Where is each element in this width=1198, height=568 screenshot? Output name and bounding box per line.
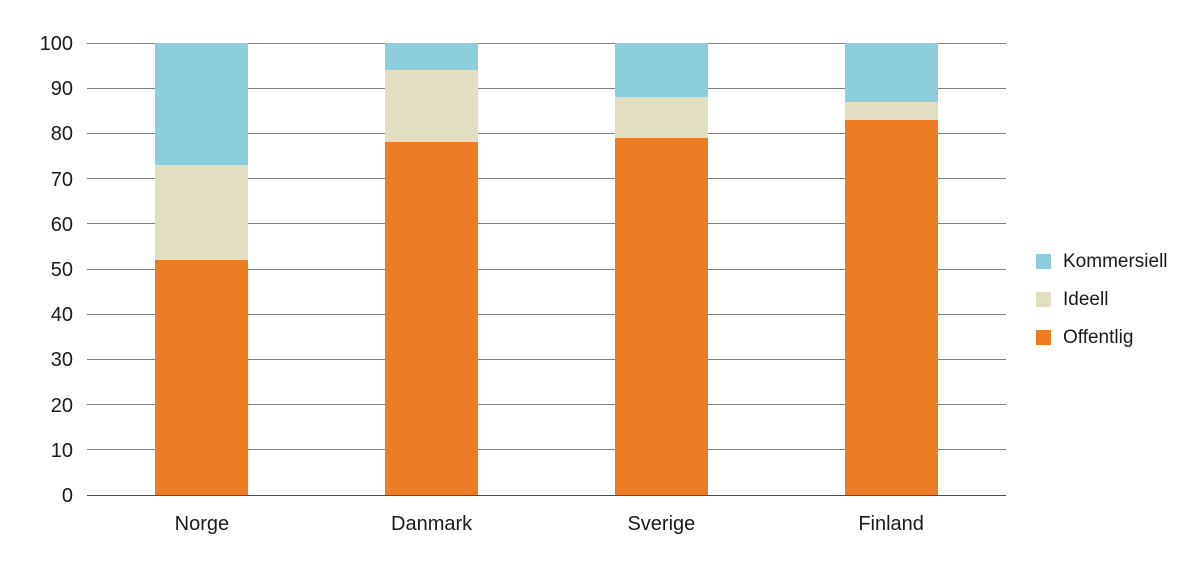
x-category-label-finland: Finland	[858, 513, 924, 535]
x-category-label-norge: Norge	[174, 513, 230, 535]
x-axis-baseline	[87, 494, 1006, 496]
bar-segment-ideell-finland	[844, 101, 938, 120]
y-tick-label-60: 60	[50, 213, 73, 236]
gridline-70	[87, 178, 1006, 180]
legend-label-offentlig: Offentlig	[1063, 327, 1134, 348]
legend-label-kommersiell: Kommersiell	[1063, 251, 1168, 272]
gridline-90	[87, 87, 1006, 89]
legend-swatch-kommersiell	[1036, 254, 1051, 269]
legend-item-kommersiell: Kommersiell	[1036, 252, 1168, 271]
bar-segment-kommersiell-sverige	[614, 43, 708, 98]
gridline-10	[87, 449, 1006, 451]
legend-item-ideell: Ideell	[1036, 290, 1108, 309]
gridline-100	[87, 42, 1006, 44]
legend-swatch-offentlig	[1036, 330, 1051, 345]
gridline-60	[87, 223, 1006, 225]
gridline-20	[87, 404, 1006, 406]
x-category-label-danmark: Danmark	[391, 513, 473, 535]
y-tick-label-70: 70	[50, 168, 73, 191]
y-tick-label-50: 50	[50, 259, 73, 281]
legend-item-offentlig: Offentlig	[1036, 328, 1133, 347]
y-tick-label-40: 40	[50, 304, 73, 327]
y-tick-label-0: 0	[61, 485, 73, 507]
y-tick-label-80: 80	[50, 123, 73, 146]
bar-segment-offentlig-norge	[155, 259, 249, 495]
y-tick-label-90: 90	[50, 78, 73, 101]
gridline-40	[87, 313, 1006, 315]
y-tick-label-30: 30	[50, 349, 73, 372]
bar-segment-offentlig-danmark	[385, 142, 479, 495]
y-tick-label-20: 20	[50, 394, 73, 417]
bar-segment-kommersiell-finland	[844, 43, 938, 102]
bar-segment-ideell-danmark	[385, 70, 479, 143]
legend-label-ideell: Ideell	[1063, 289, 1109, 310]
bar-segment-kommersiell-norge	[155, 43, 249, 166]
bar-segment-ideell-sverige	[614, 97, 708, 138]
legend-swatch-ideell	[1036, 292, 1051, 307]
bar-segment-offentlig-finland	[844, 119, 938, 495]
y-tick-label-10: 10	[50, 439, 73, 462]
bar-segment-ideell-norge	[155, 165, 249, 260]
x-category-label-sverige: Sverige	[627, 513, 696, 535]
gridline-80	[87, 132, 1006, 134]
gridline-30	[87, 358, 1006, 360]
bar-segment-kommersiell-danmark	[385, 43, 479, 71]
y-tick-label-100: 100	[39, 33, 73, 55]
gridline-50	[87, 268, 1006, 270]
bar-segment-offentlig-sverige	[614, 137, 708, 495]
